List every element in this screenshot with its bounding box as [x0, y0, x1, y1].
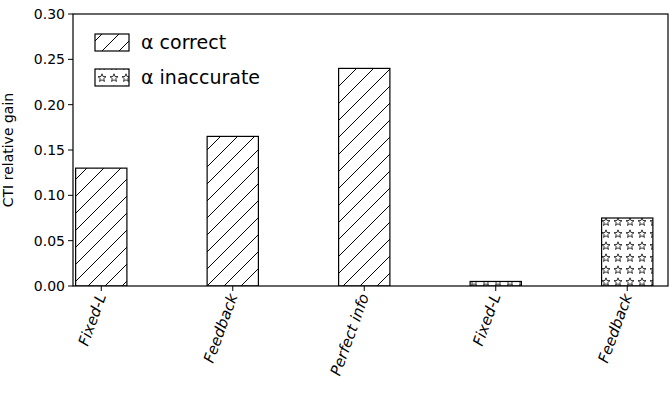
bar: [602, 218, 653, 286]
x-tick-label: Perfect info: [327, 291, 373, 378]
legend: α correct α inaccurate: [95, 31, 260, 88]
y-axis-label: CTI relative gain: [0, 93, 16, 207]
y-tick-label: 0.30: [34, 6, 65, 22]
y-tick: [68, 195, 73, 196]
x-tick: [495, 286, 496, 291]
bars: [76, 68, 653, 286]
plot-frame: [73, 14, 668, 286]
bar: [76, 168, 127, 286]
legend-label: α correct: [141, 31, 226, 53]
legend-label: α inaccurate: [141, 66, 260, 88]
x-tick-label: Fixed-L: [469, 291, 504, 348]
bar: [207, 136, 258, 286]
chart-container: 0.00 0.05 0.10 0.15 0.20 0.25 0.30 Fixed-L Feedb…: [0, 0, 669, 408]
x-tick: [627, 286, 628, 291]
x-tick: [232, 286, 233, 291]
y-tick: [68, 14, 73, 15]
y-tick: [68, 59, 73, 60]
y-tick: [68, 240, 73, 241]
y-tick-label: 0.00: [34, 278, 65, 294]
y-tick: [68, 286, 73, 287]
y-tick: [68, 150, 73, 151]
y-tick-label: 0.15: [34, 142, 65, 158]
y-tick-label: 0.25: [34, 51, 65, 67]
bar: [470, 281, 521, 286]
x-tick-label: Fixed-L: [75, 291, 110, 348]
y-tick-label: 0.05: [34, 233, 65, 249]
x-tick-label: Feedback: [200, 290, 242, 365]
x-tick: [101, 286, 102, 291]
y-tick: [68, 104, 73, 105]
bar: [339, 68, 390, 286]
x-tick: [364, 286, 365, 291]
x-tick-label: Feedback: [594, 290, 636, 365]
y-tick-label: 0.20: [34, 97, 65, 113]
legend-swatch: [95, 69, 129, 86]
legend-swatch: [95, 34, 129, 51]
y-tick-label: 0.10: [34, 187, 65, 203]
chart: 0.00 0.05 0.10 0.15 0.20 0.25 0.30 Fixed-L Feedb…: [0, 0, 669, 408]
